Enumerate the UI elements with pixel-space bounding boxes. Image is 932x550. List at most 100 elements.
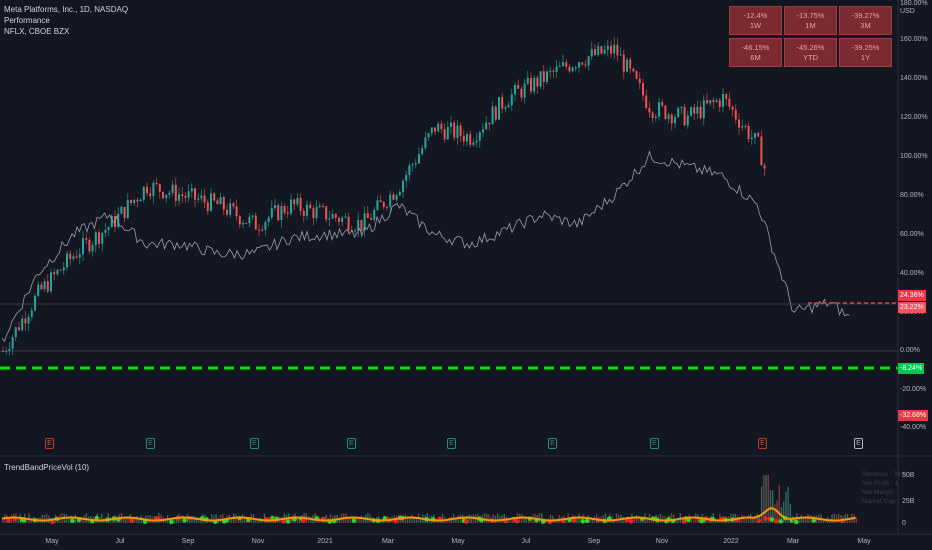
candle-body [430,127,433,134]
candle-body [648,107,651,113]
y-tick: 160.00% [900,36,928,43]
volume-bar [191,515,193,523]
candle-body [94,232,97,246]
candle-body [267,217,270,222]
candle-body [299,197,302,211]
volume-bar [255,518,257,523]
volume-bar [213,515,215,523]
candle-body [139,199,142,202]
volume-bar [576,517,578,523]
candle-body [56,269,59,275]
volume-bar [325,515,327,523]
volume-bar [807,514,809,523]
volume-dot [769,517,775,522]
volume-bar [101,513,103,523]
volume-bar [257,518,259,523]
volume-bar [125,516,127,523]
volume-bar [849,518,851,523]
y-tick: 0.00% [900,347,920,354]
earnings-icon[interactable]: E [758,438,767,449]
candle-body [21,318,24,331]
candle-body [466,134,468,142]
volume-trend-line [1,507,856,522]
volume-bar [406,516,409,523]
price-axis[interactable]: USD 180.00% 160.00% 140.00% 120.00% 100.… [898,0,932,440]
volume-bars [2,475,857,523]
symbol-title[interactable]: Meta Platforms, Inc., 1D, NASDAQ [4,5,129,14]
candle-body [642,83,644,96]
y-tick: -20.00% [900,386,927,393]
volume-bar [677,518,679,523]
candle-body [213,193,216,201]
candle-body [174,184,177,201]
candle-body [440,123,443,130]
currency-label[interactable]: USD [900,8,915,15]
candle-body [363,213,366,231]
y-tick: 180.00% [900,0,928,7]
candle-body [725,94,728,99]
earnings-icon[interactable]: E [146,438,155,449]
candle-body [750,137,753,140]
candle-body [405,174,408,181]
candle-body [40,284,43,290]
green-line-tag: -8.24% [898,363,925,374]
candle-body [168,192,171,195]
candle-body [347,216,350,231]
candle-body [245,222,248,224]
earnings-icon[interactable]: E [447,438,456,449]
earnings-icon[interactable]: E [854,438,863,449]
x-tick: Mar [381,538,395,545]
study-title[interactable]: Performance [4,16,50,25]
candle-body [123,206,126,219]
volume-dot [182,518,187,523]
candle-body [555,66,558,72]
volume-bar [457,515,459,523]
volume-bar [211,514,213,523]
volume-bar [591,518,593,523]
candle-body [450,122,452,127]
candle-body [526,77,529,84]
candle-body [62,267,65,271]
volume-bar [675,518,677,523]
volume-dot [811,518,816,523]
candle-body [702,100,705,119]
candle-body [2,351,4,352]
earnings-icon[interactable]: E [548,438,557,449]
compare-title[interactable]: NFLX, CBOE BZX [4,27,70,36]
volume-bar [769,489,772,523]
candle-body [610,45,612,54]
y-tick: 120.00% [900,114,928,121]
candle-body [408,165,411,175]
volume-bar [778,485,780,523]
x-tick: Nov [655,538,669,545]
candle-body [91,245,94,252]
volume-bar [26,517,28,523]
time-axis[interactable]: May Jul Sep Nov 2021 Mar May Jul Sep Nov… [0,535,932,550]
volume-bar [844,513,846,523]
volume-dot [514,519,519,524]
volume-bar [455,518,457,523]
volume-bar [765,475,767,523]
candle-body [578,62,580,68]
volume-bar [296,516,299,523]
earnings-icon[interactable]: E [45,438,54,449]
candle-body [482,129,484,133]
volume-bar [774,504,776,523]
candle-body [747,126,750,140]
indicator-title[interactable]: TrendBandPriceVol (10) [4,463,90,472]
candle-body [485,122,488,130]
candle-body [162,191,164,199]
volume-bar [215,514,217,523]
earnings-icon[interactable]: E [650,438,659,449]
candle-body [165,194,168,199]
volume-bar [530,518,532,523]
candle-body [728,98,731,107]
candle-body [744,125,747,127]
volume-bar [743,515,745,523]
earnings-icon[interactable]: E [250,438,259,449]
candle-body [619,54,622,56]
earnings-icon[interactable]: E [347,438,356,449]
candle-body [50,272,52,292]
volume-bar [442,513,444,523]
